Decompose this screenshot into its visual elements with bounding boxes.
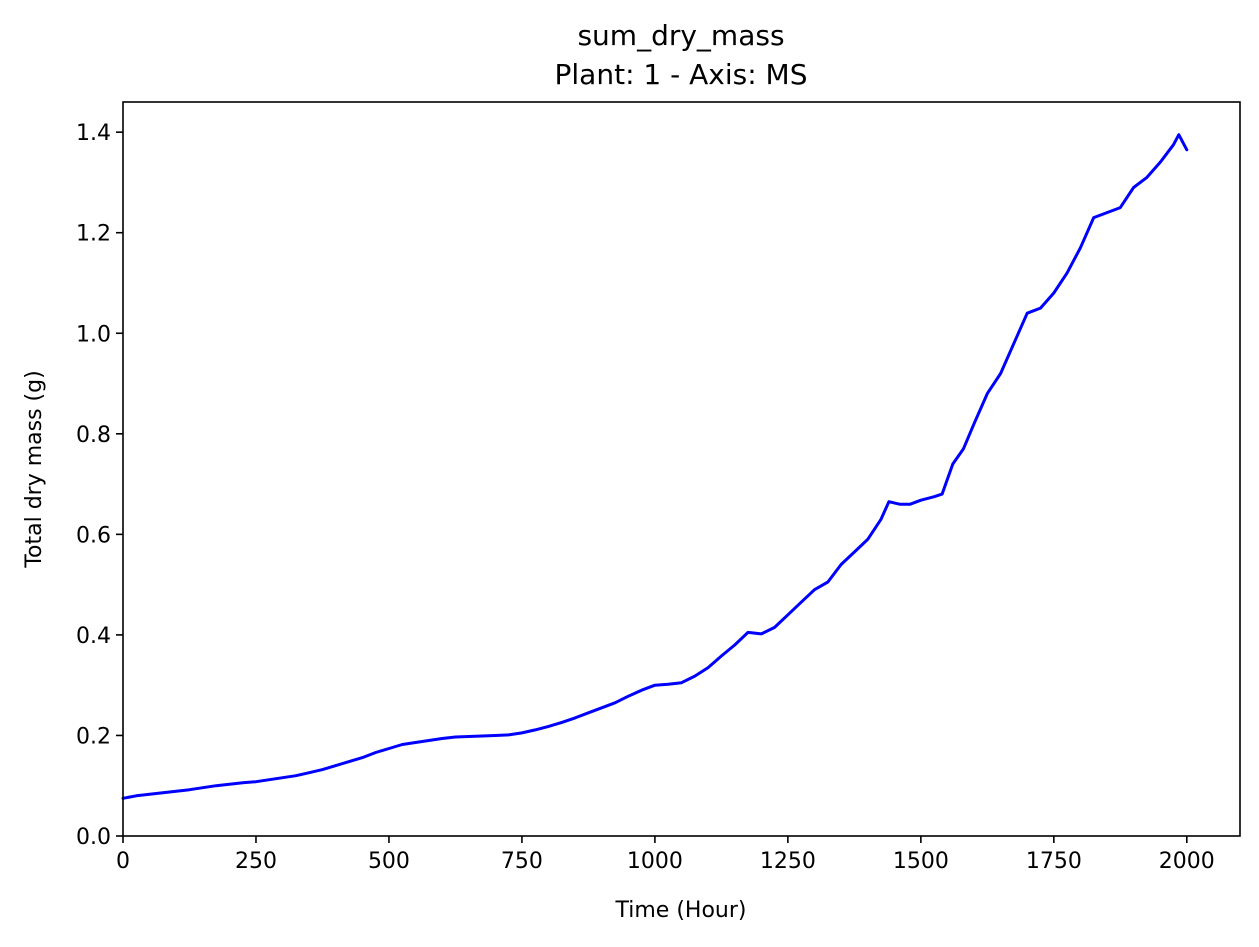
x-tick-label: 1000 [627,849,683,874]
chart-subtitle: Plant: 1 - Axis: MS [555,58,808,91]
y-tick-label: 1.0 [76,322,111,347]
x-tick-label: 750 [501,849,543,874]
x-tick-label: 1500 [893,849,949,874]
x-axis-label: Time (Hour) [615,898,747,923]
x-axis: 0 250 500 750 1000 1250 1500 1750 2000 [116,836,1215,874]
plot-frame [122,101,1241,837]
y-tick-label: 1.4 [76,121,111,146]
x-tick-label: 500 [368,849,410,874]
series-line [121,133,1189,800]
y-tick-label: 0.0 [76,825,111,850]
y-tick-label: 0.4 [76,624,111,649]
y-axis: 0.0 0.2 0.4 0.6 0.8 1.0 1.2 1.4 [76,121,123,850]
x-tick-label: 2000 [1159,849,1215,874]
y-tick-label: 1.2 [76,222,111,247]
y-tick-label: 0.2 [76,724,111,749]
x-tick-label: 0 [116,849,130,874]
x-tick-label: 1250 [760,849,816,874]
x-tick-label: 1750 [1026,849,1082,874]
x-tick-label: 250 [235,849,277,874]
y-tick-label: 0.6 [76,523,111,548]
y-axis-label: Total dry mass (g) [22,370,47,568]
chart-title: sum_dry_mass [577,19,784,52]
y-tick-label: 0.8 [76,423,111,448]
